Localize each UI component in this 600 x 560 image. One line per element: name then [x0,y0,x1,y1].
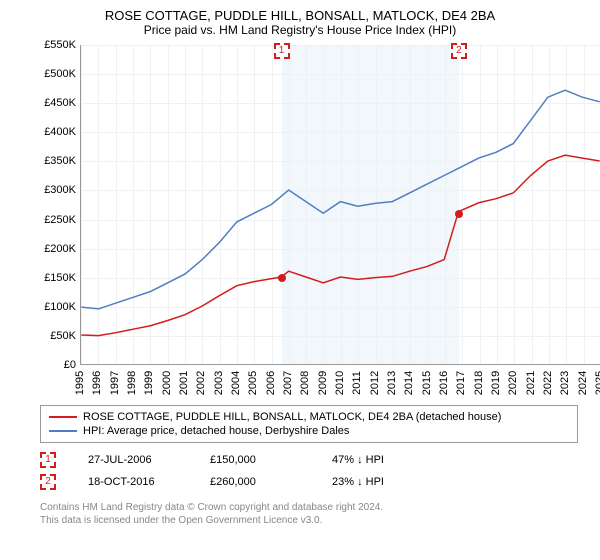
x-tick-label: 2003 [213,371,225,395]
x-tick-label: 2025 [594,371,600,395]
x-tick-label: 2017 [455,371,467,395]
x-tick-label: 2019 [490,371,502,395]
chart-subtitle: Price paid vs. HM Land Registry's House … [10,23,590,37]
chart-title: ROSE COTTAGE, PUDDLE HILL, BONSALL, MATL… [10,8,590,23]
series-hpi [81,90,599,309]
x-tick-label: 2000 [161,371,173,395]
y-tick-label: £300K [40,184,76,196]
x-tick-label: 2008 [299,371,311,395]
sale-vs-hpi: 47% ↓ HPI [332,454,422,466]
x-tick-label: 2009 [317,371,329,395]
y-tick-label: £400K [40,126,76,138]
x-tick-label: 2014 [403,371,415,395]
sale-date: 18-OCT-2016 [88,476,178,488]
plot-region: 12 [80,45,600,365]
x-tick-label: 2018 [473,371,485,395]
y-tick-label: £0 [40,359,76,371]
x-tick-label: 2013 [386,371,398,395]
x-tick-label: 2023 [559,371,571,395]
footnote-line-1: Contains HM Land Registry data © Crown c… [40,501,590,514]
legend-label-property: ROSE COTTAGE, PUDDLE HILL, BONSALL, MATL… [83,411,501,423]
x-tick-label: 2011 [351,371,363,395]
footnote-line-2: This data is licensed under the Open Gov… [40,514,590,527]
legend: ROSE COTTAGE, PUDDLE HILL, BONSALL, MATL… [40,405,578,443]
x-tick-label: 1995 [74,371,86,395]
sale-row: 1 27-JUL-2006 £150,000 47% ↓ HPI [40,449,590,471]
x-tick-label: 1997 [109,371,121,395]
y-tick-label: £450K [40,97,76,109]
y-tick-label: £250K [40,214,76,226]
chart-area: £0 £50K £100K £150K £200K £250K £300K £350K £400… [40,45,600,395]
x-tick-label: 2016 [438,371,450,395]
y-tick-label: £150K [40,272,76,284]
footnote: Contains HM Land Registry data © Crown c… [40,501,590,527]
legend-item-hpi: HPI: Average price, detached house, Derb… [49,424,569,438]
sale-row: 2 18-OCT-2016 £260,000 23% ↓ HPI [40,471,590,493]
x-tick-label: 2001 [178,371,190,395]
x-tick-label: 2015 [421,371,433,395]
x-tick-label: 1998 [126,371,138,395]
y-tick-label: £550K [40,39,76,51]
sale-price: £150,000 [210,454,300,466]
y-tick-label: £100K [40,301,76,313]
x-tick-label: 1996 [91,371,103,395]
sale-row-marker: 2 [40,474,56,490]
x-tick-label: 2012 [369,371,381,395]
y-tick-label: £350K [40,155,76,167]
y-tick-label: £200K [40,243,76,255]
sale-price: £260,000 [210,476,300,488]
sale-row-marker: 1 [40,452,56,468]
x-tick-label: 2007 [282,371,294,395]
sale-vs-hpi: 23% ↓ HPI [332,476,422,488]
legend-swatch-property [49,416,77,418]
x-tick-label: 2024 [577,371,589,395]
x-tick-label: 2005 [247,371,259,395]
x-tick-label: 2020 [507,371,519,395]
sale-date: 27-JUL-2006 [88,454,178,466]
x-tick-label: 2022 [542,371,554,395]
x-tick-label: 2004 [230,371,242,395]
x-tick-label: 1999 [143,371,155,395]
legend-swatch-hpi [49,430,77,432]
chart-lines [81,45,600,364]
legend-item-property: ROSE COTTAGE, PUDDLE HILL, BONSALL, MATL… [49,410,569,424]
sale-point [278,274,286,282]
legend-label-hpi: HPI: Average price, detached house, Derb… [83,425,349,437]
x-tick-label: 2006 [265,371,277,395]
y-tick-label: £50K [40,330,76,342]
sale-marker-2: 2 [451,43,467,59]
x-tick-label: 2010 [334,371,346,395]
series-property [81,155,599,335]
x-tick-label: 2002 [195,371,207,395]
sale-marker-1: 1 [274,43,290,59]
sale-point [455,210,463,218]
x-tick-label: 2021 [525,371,537,395]
y-tick-label: £500K [40,68,76,80]
